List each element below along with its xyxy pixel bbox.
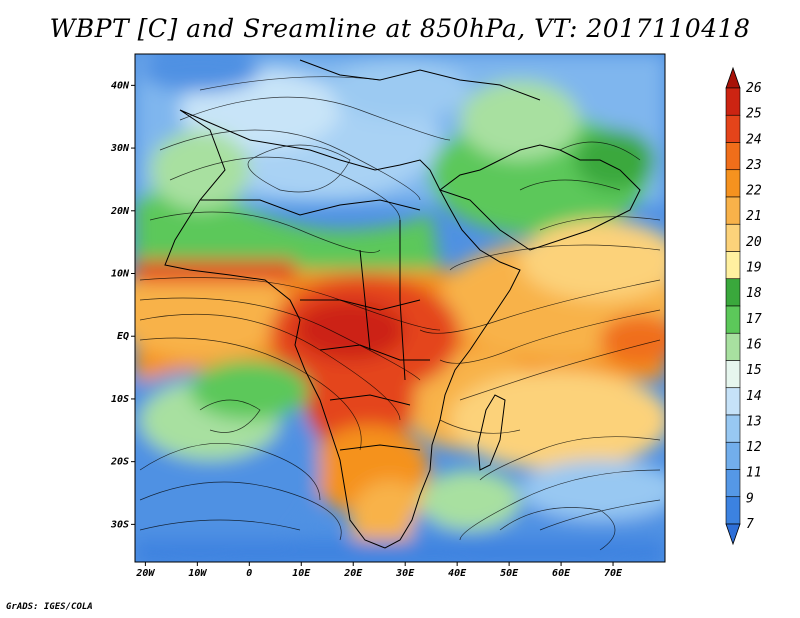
colorbar-label: 12 [746, 440, 762, 455]
colorbar-label: 18 [746, 286, 762, 301]
colorbar-label: 17 [746, 312, 762, 327]
colorbar-label: 22 [746, 184, 762, 199]
colorbar-label: 23 [746, 158, 762, 173]
x-tick-label: 70E [604, 568, 623, 579]
x-tick-label: 10E [292, 568, 311, 579]
colorbar-label: 20 [746, 235, 762, 250]
colorbar-min-arrow [725, 523, 741, 546]
colorbar-segment [725, 496, 741, 525]
colorbar-label: 11 [746, 466, 762, 481]
x-tick-label: 10W [188, 568, 207, 579]
streamlines [139, 76, 661, 551]
y-tick-label: 30N [110, 143, 130, 154]
colorbar-segment [725, 332, 741, 361]
coastlines [164, 59, 641, 549]
colorbar-segment [725, 305, 741, 334]
colorbar-segment [725, 360, 741, 389]
colorbar-segment [725, 387, 741, 416]
y-tick-label: 40N [111, 80, 130, 91]
colorbar-segment [725, 469, 741, 498]
colorbar-segment [725, 142, 741, 171]
x-tick-label: 0 [246, 568, 252, 579]
colorbar-segment [725, 223, 741, 252]
x-axis-ticks: 20W 10W 0 10E 20E 30E 40E 50E 60E 70E [135, 562, 623, 579]
colorbar-label: 26 [746, 81, 762, 96]
y-tick-label: 10S [111, 394, 129, 405]
x-tick-label: 60E [552, 568, 571, 579]
colorbar-label: 21 [746, 209, 762, 224]
y-tick-label: 20S [110, 457, 129, 468]
colorbar-segment [725, 414, 741, 443]
x-tick-label: 30E [395, 568, 415, 579]
x-tick-label: 20E [343, 568, 363, 579]
colorbar-segment [725, 87, 741, 116]
y-tick-label: 30S [110, 519, 129, 530]
y-axis-ticks: 40N 30N 20N 10N EQ 10S 20S 30S [110, 80, 135, 530]
colorbar-label: 9 [746, 491, 754, 506]
colorbar-label: 15 [746, 363, 762, 378]
colorbar-max-arrow [725, 66, 741, 89]
colorbar-label: 16 [746, 337, 762, 352]
colorbar-label: 19 [746, 261, 762, 276]
x-tick-label: 20W [135, 568, 155, 579]
colorbar-segment [725, 169, 741, 198]
grads-credit: GrADS: IGES/COLA [6, 602, 93, 612]
map-title: WBPT [C] and Sreamline at 850hPa, VT: 20… [49, 14, 751, 43]
colorbar-segment [725, 114, 741, 143]
colorbar-segment [725, 251, 741, 280]
x-tick-label: 40E [448, 568, 467, 579]
colorbar-label: 14 [746, 389, 762, 404]
y-tick-label: EQ [117, 331, 129, 342]
colorbar-label: 13 [746, 414, 762, 429]
y-tick-label: 20N [110, 206, 130, 217]
colorbar-segment [725, 441, 741, 470]
colorbar: 26 25 24 23 22 21 20 19 18 17 16 15 14 13 12 11 9 7 [725, 66, 762, 546]
plot-frame [134, 53, 666, 563]
colorbar-label: 24 [746, 132, 762, 147]
colorbar-label: 7 [746, 517, 754, 532]
colorbar-segment [725, 196, 741, 225]
colorbar-segment [725, 278, 741, 307]
colorbar-label: 25 [746, 107, 762, 122]
y-tick-label: 10N [111, 269, 130, 280]
x-tick-label: 50E [500, 568, 519, 579]
wbpt-field [135, 54, 665, 562]
